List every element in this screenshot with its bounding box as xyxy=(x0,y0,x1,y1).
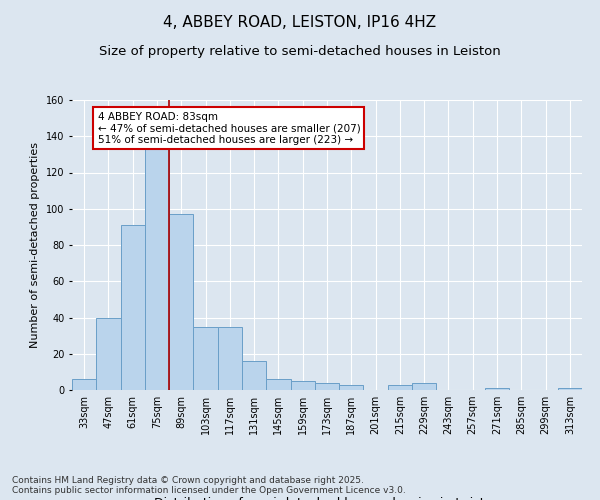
Text: Contains HM Land Registry data © Crown copyright and database right 2025.
Contai: Contains HM Land Registry data © Crown c… xyxy=(12,476,406,495)
Bar xyxy=(315,383,339,390)
Bar xyxy=(388,384,412,390)
Bar xyxy=(96,318,121,390)
Bar xyxy=(242,361,266,390)
X-axis label: Distribution of semi-detached houses by size in Leiston: Distribution of semi-detached houses by … xyxy=(154,497,500,500)
Bar xyxy=(218,326,242,390)
Text: 4 ABBEY ROAD: 83sqm
← 47% of semi-detached houses are smaller (207)
51% of semi-: 4 ABBEY ROAD: 83sqm ← 47% of semi-detach… xyxy=(97,112,360,145)
Bar xyxy=(412,383,436,390)
Bar xyxy=(121,225,145,390)
Bar xyxy=(193,326,218,390)
Bar xyxy=(169,214,193,390)
Bar xyxy=(485,388,509,390)
Bar xyxy=(266,379,290,390)
Bar xyxy=(558,388,582,390)
Bar xyxy=(72,379,96,390)
Bar xyxy=(145,149,169,390)
Bar xyxy=(290,381,315,390)
Y-axis label: Number of semi-detached properties: Number of semi-detached properties xyxy=(31,142,40,348)
Text: 4, ABBEY ROAD, LEISTON, IP16 4HZ: 4, ABBEY ROAD, LEISTON, IP16 4HZ xyxy=(163,15,437,30)
Bar xyxy=(339,384,364,390)
Text: Size of property relative to semi-detached houses in Leiston: Size of property relative to semi-detach… xyxy=(99,45,501,58)
